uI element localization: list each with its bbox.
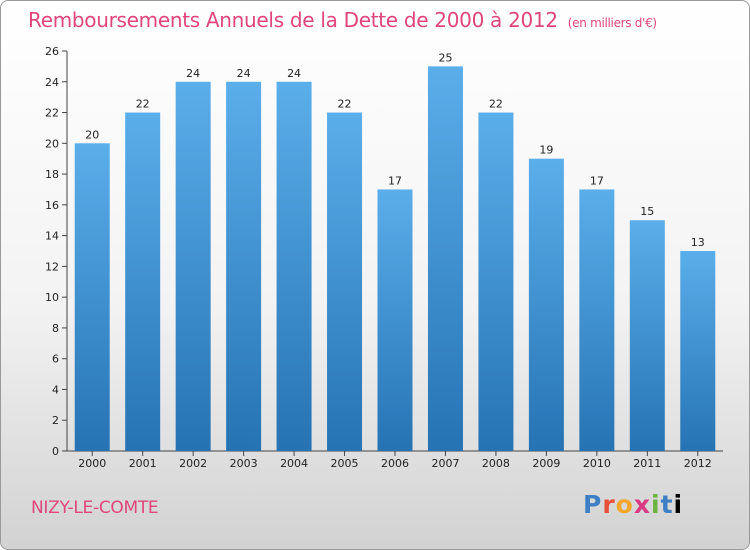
bar-2003 xyxy=(226,81,262,452)
title-text: Remboursements Annuels de la Dette de 20… xyxy=(28,8,558,32)
data-labels: 20 22 24 24 24 22 17 25 22 19 17 15 13 xyxy=(85,51,705,249)
value-label-2004: 24 xyxy=(287,67,301,80)
value-label-2010: 17 xyxy=(590,174,604,187)
bar-2010 xyxy=(579,189,615,451)
x-tick-label-2005: 2005 xyxy=(331,457,359,470)
y-tick-label: 6 xyxy=(52,353,59,366)
bar-2000 xyxy=(74,143,110,452)
x-tick-label-2007: 2007 xyxy=(431,457,459,470)
bar-2007 xyxy=(427,66,463,451)
x-tick-label-2012: 2012 xyxy=(684,457,712,470)
y-tick-label: 24 xyxy=(45,76,59,89)
value-label-2005: 22 xyxy=(338,98,352,111)
value-label-2011: 15 xyxy=(640,205,654,218)
x-tick-label-2003: 2003 xyxy=(230,457,258,470)
value-label-2001: 22 xyxy=(136,98,150,111)
value-label-2006: 17 xyxy=(388,174,402,187)
x-tick-label-2009: 2009 xyxy=(532,457,560,470)
y-tick-label: 22 xyxy=(45,107,59,120)
x-tick-label-2011: 2011 xyxy=(633,457,661,470)
y-tick-label: 18 xyxy=(45,168,59,181)
x-tick-label-2008: 2008 xyxy=(482,457,510,470)
value-label-2009: 19 xyxy=(539,144,553,157)
commune-name: NIZY-LE-COMTE xyxy=(31,498,159,518)
value-label-2007: 25 xyxy=(438,51,452,64)
bar-2012 xyxy=(680,251,716,451)
bar-2008 xyxy=(478,112,514,452)
x-tick-label-2000: 2000 xyxy=(78,457,106,470)
y-tick-label: 16 xyxy=(45,199,59,212)
value-label-2003: 24 xyxy=(237,67,251,80)
y-tick-label: 4 xyxy=(52,383,59,396)
bar-2011 xyxy=(629,220,665,451)
bar-2001 xyxy=(125,112,161,452)
bar-2006 xyxy=(377,189,413,451)
x-tick-label-2001: 2001 xyxy=(129,457,157,470)
bar-2002 xyxy=(175,81,211,452)
x-tick-label-2006: 2006 xyxy=(381,457,409,470)
x-tick-label-2004: 2004 xyxy=(280,457,308,470)
y-tick-label: 12 xyxy=(45,260,59,273)
y-tick-label: 0 xyxy=(52,445,59,458)
title-unit: (en milliers d'€) xyxy=(567,16,657,30)
y-tick-label: 20 xyxy=(45,137,59,150)
y-tick-label: 10 xyxy=(45,291,59,304)
value-label-2008: 22 xyxy=(489,98,503,111)
proxiti-logo: Proxiti xyxy=(583,490,684,519)
bars xyxy=(74,66,716,452)
y-tick-label: 26 xyxy=(45,45,59,58)
value-label-2000: 20 xyxy=(85,128,99,141)
x-tick-label-2002: 2002 xyxy=(179,457,207,470)
bar-2005 xyxy=(327,112,363,452)
bar-2004 xyxy=(276,81,312,452)
y-tick-label: 8 xyxy=(52,322,59,335)
y-tick-label: 2 xyxy=(52,414,59,427)
value-label-2002: 24 xyxy=(186,67,200,80)
chart-title: Remboursements Annuels de la Dette de 20… xyxy=(28,8,657,32)
x-tick-label-2010: 2010 xyxy=(583,457,611,470)
bar-2009 xyxy=(528,158,564,451)
value-label-2012: 13 xyxy=(691,236,705,249)
y-tick-label: 14 xyxy=(45,230,59,243)
